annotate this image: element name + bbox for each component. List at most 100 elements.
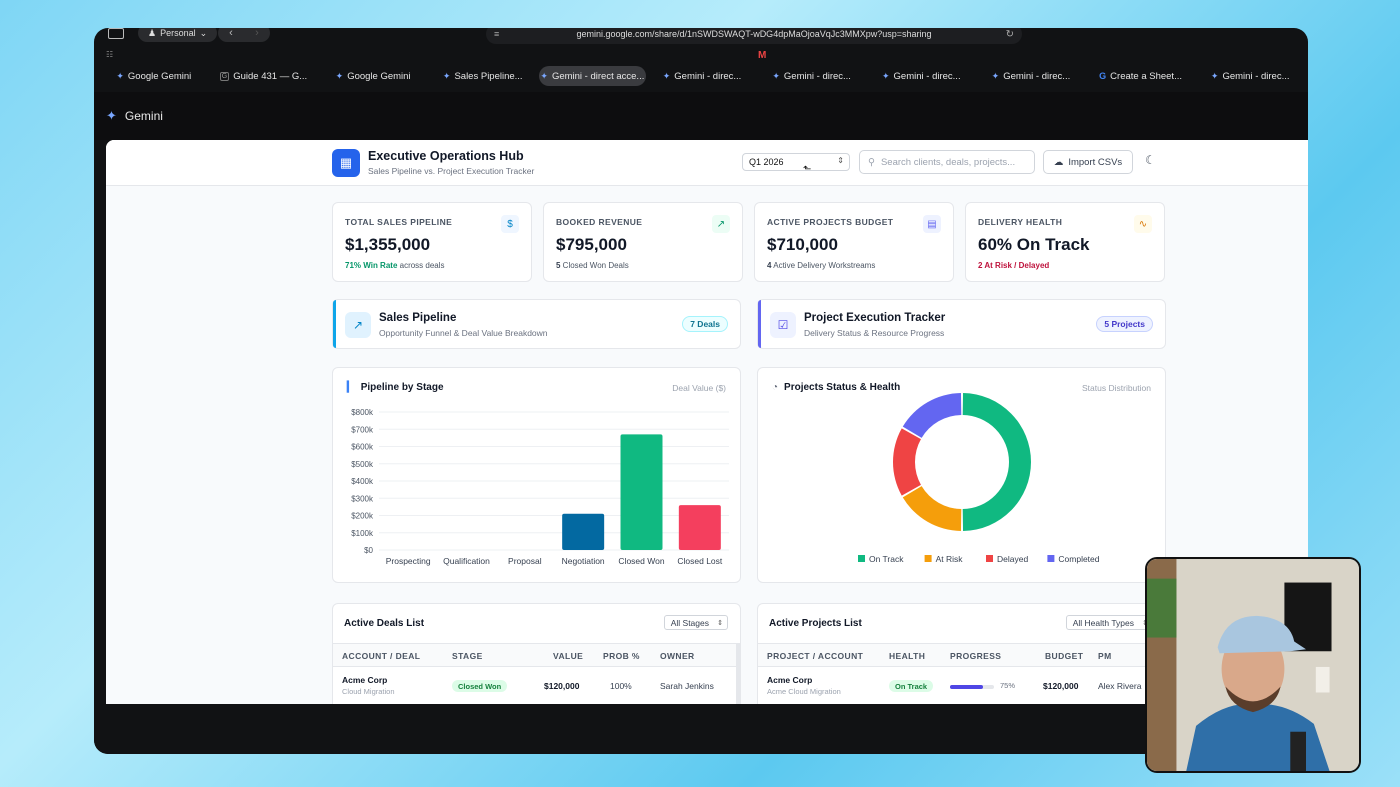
column-header[interactable]: OWNER bbox=[660, 651, 695, 661]
browser-tab[interactable]: ✦ Sales Pipeline... bbox=[429, 66, 537, 86]
projects-count-badge: 5 Projects bbox=[1096, 316, 1153, 332]
tab-label: Guide 431 — G... bbox=[233, 70, 308, 82]
import-csv-button[interactable]: ☁ Import CSVs bbox=[1043, 150, 1133, 174]
window-bottom-bar bbox=[94, 704, 1308, 754]
column-header[interactable]: BUDGET bbox=[1045, 651, 1084, 661]
slice-completed bbox=[902, 393, 962, 438]
health-filter-select[interactable]: All Health Types ⇕ bbox=[1065, 615, 1153, 630]
browser-tab[interactable]: ✦ Gemini - direc... bbox=[758, 66, 866, 86]
scrollbar[interactable] bbox=[736, 643, 740, 704]
column-header[interactable]: PROB % bbox=[603, 651, 640, 661]
legend-label: Delayed bbox=[997, 554, 1028, 564]
column-header[interactable]: PROGRESS bbox=[950, 651, 1002, 661]
bookmarks-bar: ☷ M bbox=[94, 48, 1308, 64]
updown-icon: ⇕ bbox=[717, 619, 723, 627]
column-header[interactable]: ACCOUNT / DEAL bbox=[342, 651, 421, 661]
column-header[interactable]: HEALTH bbox=[889, 651, 926, 661]
legend-label: On Track bbox=[869, 554, 904, 564]
status-chart-card: ◔ Projects Status & Health Status Distrib… bbox=[757, 367, 1166, 583]
stage-filter-select[interactable]: All Stages ⇕ bbox=[663, 615, 728, 630]
y-tick-label: $500k bbox=[351, 460, 374, 469]
kpi-value: $795,000 bbox=[556, 235, 627, 254]
microphone bbox=[1290, 731, 1306, 771]
forward-icon[interactable]: › bbox=[255, 28, 259, 39]
sales-pipeline-section: ↗ Sales Pipeline Opportunity Funnel & De… bbox=[332, 299, 741, 349]
column-header[interactable]: STAGE bbox=[452, 651, 483, 661]
y-tick-label: $800k bbox=[351, 408, 374, 417]
address-bar[interactable]: ≡ gemini.google.com/share/d/1nSWDSWAQT-wD… bbox=[486, 28, 1022, 44]
tab-label: Google Gemini bbox=[127, 70, 192, 82]
profile-switcher[interactable]: ♟ Personal ⌄ bbox=[138, 28, 218, 42]
dollar-icon: $ bbox=[501, 215, 519, 233]
kpi-sub-rest: Active Delivery Workstreams bbox=[771, 261, 876, 270]
browser-tab[interactable]: ✦ Google Gemini bbox=[319, 66, 427, 86]
gemini-icon: ✦ bbox=[991, 70, 1000, 81]
active-projects-card: Active Projects List All Health Types ⇕ P… bbox=[757, 603, 1166, 704]
browser-tab[interactable]: ✦ Gemini - direc... bbox=[977, 66, 1085, 86]
search-input[interactable]: ⚲ Search clients, deals, projects... bbox=[859, 150, 1035, 174]
progress-fill bbox=[950, 685, 983, 689]
kpi-subtext: 71% Win Rate across deals bbox=[345, 261, 519, 270]
progress-label: 75% bbox=[1000, 681, 1016, 690]
kpi-sub-highlight: 5 bbox=[556, 261, 561, 270]
browser-tab[interactable]: ✦ Gemini - direct acce... bbox=[538, 66, 647, 86]
gemini-brand: Gemini bbox=[124, 109, 163, 123]
gmail-icon[interactable]: M bbox=[758, 50, 767, 61]
legend-label: Completed bbox=[1058, 554, 1099, 564]
browser-tab[interactable]: G Guide 431 — G... bbox=[210, 66, 318, 86]
kpi-card: BOOKED REVENUE $795,000 5 Closed Won Dea… bbox=[543, 202, 743, 282]
browser-tab[interactable]: ✦ Google Gemini bbox=[100, 66, 208, 86]
browser-tab[interactable]: G Create a Sheet... bbox=[1087, 66, 1195, 86]
filter-value: All Stages bbox=[670, 617, 709, 628]
chart-title: Projects Status & Health bbox=[784, 382, 901, 393]
deal-value: $120,000 bbox=[544, 681, 580, 691]
column-header[interactable]: VALUE bbox=[553, 651, 584, 661]
gemini-icon: ✦ bbox=[662, 70, 671, 81]
x-tick-label: Closed Lost bbox=[677, 556, 723, 566]
webcam-overlay bbox=[1145, 557, 1361, 773]
back-icon[interactable]: ‹ bbox=[229, 28, 233, 39]
sidebar-toggle-icon[interactable] bbox=[108, 28, 124, 39]
list-title: Active Projects List bbox=[769, 618, 862, 629]
stage-badge: Closed Won bbox=[452, 680, 508, 692]
dark-mode-toggle-icon[interactable]: ☾ bbox=[1145, 153, 1156, 167]
tab-label: Create a Sheet... bbox=[1110, 70, 1182, 82]
kpi-card: TOTAL SALES PIPELINE $1,355,000 71% Win … bbox=[332, 202, 532, 282]
apps-grid-icon[interactable]: ☷ bbox=[106, 50, 114, 59]
google-icon: G bbox=[1099, 71, 1107, 81]
kpi-subtext: 5 Closed Won Deals bbox=[556, 261, 730, 270]
deal-probability: 100% bbox=[610, 681, 632, 691]
chart-title: Pipeline by Stage bbox=[360, 382, 444, 393]
pulse-icon: ∿ bbox=[1134, 215, 1152, 233]
active-deals-card: Active Deals List All Stages ⇕ ACCOUNT / … bbox=[332, 603, 741, 704]
kpi-sub-highlight: 2 At Risk / Delayed bbox=[978, 261, 1050, 270]
reload-icon[interactable]: ↻ bbox=[1005, 28, 1014, 40]
browser-tab[interactable]: ✦ Gemini - direc... bbox=[867, 66, 975, 86]
gemini-icon: ✦ bbox=[772, 70, 780, 81]
browser-tab[interactable]: ✦ Gemini - direc... bbox=[1196, 66, 1304, 86]
import-label: Import CSVs bbox=[1068, 156, 1123, 168]
bar-closed-lost bbox=[678, 505, 721, 550]
updown-icon: ⇕ bbox=[837, 156, 844, 165]
x-tick-label: Qualification bbox=[443, 556, 490, 566]
tab-label: Sales Pipeline... bbox=[454, 70, 523, 82]
quarter-select[interactable]: Q1 2026 ⇕ bbox=[742, 153, 850, 171]
y-tick-label: $100k bbox=[351, 529, 374, 538]
site-settings-icon[interactable]: ≡ bbox=[494, 29, 500, 39]
kpi-value: $710,000 bbox=[767, 235, 838, 254]
gemini-icon: ✦ bbox=[882, 70, 890, 81]
kpi-subtext: 4 Active Delivery Workstreams bbox=[767, 261, 941, 270]
plant bbox=[1147, 578, 1177, 638]
column-header[interactable]: PM bbox=[1098, 651, 1112, 661]
tab-strip: ✦ Google Gemini G Guide 431 — G... ✦ Google G… bbox=[100, 66, 1304, 86]
tab-label: Gemini - direc... bbox=[783, 70, 851, 82]
kpi-sub-highlight: 4 bbox=[767, 261, 772, 270]
kpi-card: ACTIVE PROJECTS BUDGET $710,000 4 Active… bbox=[754, 202, 954, 282]
gemini-star-icon: ✦ bbox=[106, 108, 117, 123]
browser-tab[interactable]: ✦ Gemini - direc... bbox=[648, 66, 756, 86]
kpi-label: ACTIVE PROJECTS BUDGET bbox=[767, 217, 894, 227]
column-header[interactable]: PROJECT / ACCOUNT bbox=[767, 651, 864, 661]
page-subtitle: Sales Pipeline vs. Project Execution Tra… bbox=[368, 166, 535, 176]
gemini-header: ✦ Gemini bbox=[94, 92, 1308, 140]
person-icon: ♟ bbox=[148, 28, 157, 38]
